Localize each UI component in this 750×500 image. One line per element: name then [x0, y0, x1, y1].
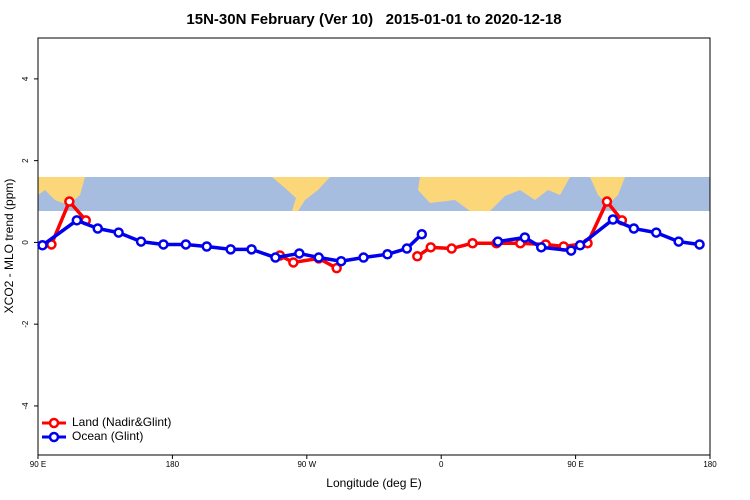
- data-point: [225, 244, 236, 255]
- y-tick-label: -4: [21, 402, 30, 410]
- data-point: [446, 243, 457, 254]
- y-tick-label: 0: [21, 240, 30, 245]
- map-land: [418, 177, 570, 211]
- data-point: [694, 239, 705, 250]
- data-point: [135, 236, 147, 247]
- x-tick-label: 90 W: [297, 460, 316, 469]
- data-point: [425, 242, 436, 253]
- data-point: [180, 239, 192, 250]
- x-tick-label: 90 E: [567, 460, 583, 469]
- data-point: [288, 257, 299, 268]
- data-point: [335, 255, 347, 267]
- data-point: [92, 223, 103, 234]
- data-point: [246, 244, 257, 255]
- data-point: [601, 196, 613, 207]
- legend-label: Land (Nadir&Glint): [72, 415, 171, 429]
- legend-marker: [48, 431, 60, 443]
- data-point: [270, 252, 281, 263]
- map-land: [38, 177, 85, 205]
- legend-marker: [48, 417, 60, 429]
- y-tick-label: 2: [21, 158, 30, 163]
- data-point: [650, 227, 662, 238]
- data-point: [331, 262, 342, 274]
- data-point: [294, 248, 305, 259]
- data-point: [37, 240, 48, 251]
- x-tick-label: 180: [703, 460, 717, 469]
- data-point: [628, 223, 640, 234]
- map-land: [590, 177, 625, 205]
- data-point: [313, 252, 324, 263]
- data-point: [536, 242, 547, 253]
- data-point: [158, 239, 169, 250]
- data-point: [492, 236, 504, 247]
- data-point: [673, 236, 684, 247]
- legend-label: Ocean (Glint): [72, 429, 143, 443]
- series-line: [49, 199, 624, 270]
- x-tick-label: 0: [439, 460, 444, 469]
- x-axis-label: Longitude (deg E): [326, 476, 421, 490]
- map-band: [38, 177, 710, 211]
- y-tick-label: -2: [21, 320, 30, 328]
- plot-frame: [37, 37, 711, 456]
- data-point: [358, 252, 369, 263]
- x-tick-label: 90 E: [30, 460, 46, 469]
- map-land: [272, 177, 330, 211]
- data-point: [201, 241, 212, 252]
- data-point: [412, 251, 423, 262]
- y-axis-label: XCO2 - MLO trend (ppm): [2, 179, 16, 314]
- data-point: [416, 228, 428, 240]
- data-point: [607, 214, 619, 225]
- chart-title: 15N-30N February (Ver 10) 2015-01-01 to …: [186, 11, 561, 28]
- data-point: [71, 215, 83, 226]
- data-point: [574, 240, 586, 251]
- data-point: [401, 243, 413, 254]
- data-point: [519, 232, 531, 243]
- y-tick-label: 4: [21, 76, 30, 81]
- data-point: [382, 249, 393, 260]
- data-point: [64, 196, 75, 207]
- data-point: [467, 237, 478, 249]
- data-point: [565, 245, 577, 256]
- data-point: [113, 227, 124, 238]
- x-tick-label: 180: [166, 460, 180, 469]
